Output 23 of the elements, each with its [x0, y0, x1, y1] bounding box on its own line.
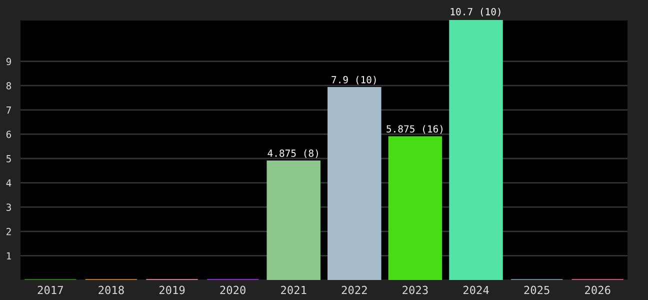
- data-label: 7.9 (10): [332, 76, 376, 85]
- x-tick-label: 2022: [342, 286, 367, 294]
- x-tick-label: 2021: [281, 286, 306, 294]
- data-label: 5.875 (16): [386, 125, 442, 134]
- y-tick-label: 6: [6, 130, 12, 138]
- y-tick-label: 8: [6, 82, 12, 90]
- x-tick-label: 2020: [220, 286, 246, 294]
- x-tick-label: 2017: [38, 286, 63, 294]
- y-tick-label: 5: [6, 155, 11, 162]
- y-tick-label: 1: [6, 252, 12, 260]
- y-tick-label: 7: [6, 106, 11, 114]
- x-tick-label: 2018: [98, 286, 124, 294]
- data-label: 4.875 (8): [268, 149, 318, 158]
- y-tick-label: 2: [6, 228, 11, 236]
- y-tick-label: 9: [6, 58, 12, 66]
- x-tick-label: 2025: [524, 286, 550, 294]
- y-tick-label: 3: [6, 204, 11, 211]
- x-tick-label: 2019: [159, 286, 185, 294]
- x-tick-label: 2023: [402, 286, 428, 294]
- x-tick-label: 2026: [585, 286, 610, 294]
- data-label: 10.7 (10): [450, 8, 500, 16]
- x-tick-label: 2024: [463, 286, 489, 294]
- y-tick-label: 4: [6, 179, 12, 187]
